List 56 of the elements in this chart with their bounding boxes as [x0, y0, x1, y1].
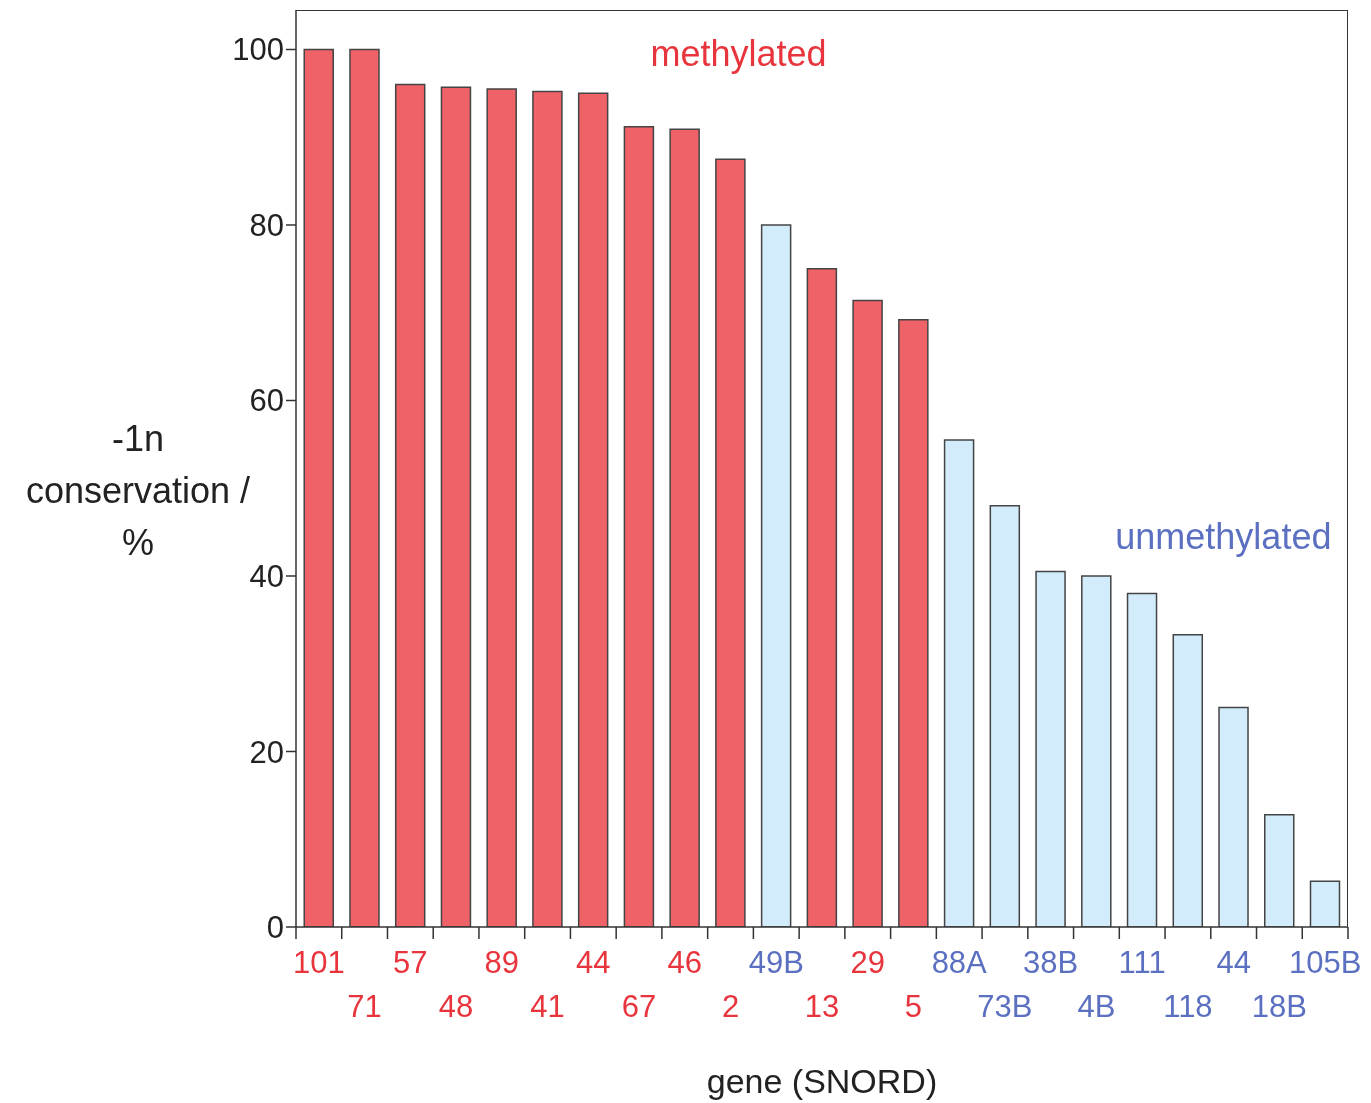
bar [669, 128, 700, 927]
y-tick-label: 100 [232, 32, 284, 68]
bar [440, 86, 472, 927]
x-tick-label: 49B [748, 945, 804, 980]
bar [898, 319, 929, 927]
x-tick-label: 29 [850, 945, 885, 980]
x-axis-title: gene (SNORD) [706, 1062, 938, 1100]
x-tick-label: 18B [1251, 989, 1307, 1024]
bar [943, 439, 975, 927]
bar [760, 224, 792, 927]
x-tick-label: 41 [530, 989, 565, 1024]
x-tick-label: 73B [977, 989, 1033, 1024]
bar [1081, 575, 1112, 927]
x-tick-label: 13 [804, 989, 840, 1024]
x-tick-label: 46 [667, 945, 703, 980]
x-tick-label: 88A [931, 945, 988, 980]
bar [1126, 592, 1158, 927]
bar [715, 158, 746, 927]
series-label: methylated [650, 33, 827, 76]
bar [1264, 813, 1295, 927]
x-tick-label: 89 [484, 945, 520, 980]
x-tick-label: 57 [393, 945, 428, 980]
x-tick-label: 2 [721, 989, 740, 1024]
bar [303, 48, 334, 927]
x-tick-label: 118 [1163, 989, 1213, 1024]
bar [532, 90, 563, 927]
bar [577, 92, 609, 927]
y-tick-label: 40 [249, 559, 284, 594]
bar [349, 48, 380, 927]
x-tick-label: 105B [1288, 945, 1362, 980]
y-tick-label: 20 [249, 734, 284, 770]
x-tick-label: 48 [438, 989, 474, 1024]
bar [394, 83, 426, 927]
bar [852, 299, 883, 927]
y-tick-label: 60 [249, 383, 284, 419]
y-tick-label: 0 [266, 910, 284, 946]
x-tick-label: 44 [576, 945, 611, 980]
x-tick-label: 101 [293, 945, 345, 980]
y-tick-label: 80 [249, 208, 284, 243]
bar [1309, 880, 1341, 927]
x-tick-label: 4B [1077, 989, 1116, 1024]
x-tick-label: 5 [904, 989, 923, 1024]
x-tick-label: 71 [347, 989, 382, 1024]
y-axis-title: -1n conservation / % [25, 418, 251, 563]
series-label: unmethylated [1115, 515, 1332, 558]
x-tick-label: 44 [1216, 945, 1251, 980]
bar [1218, 706, 1249, 927]
bar [1172, 634, 1204, 927]
bar [623, 125, 655, 927]
x-tick-label: 67 [621, 989, 657, 1024]
bar [806, 268, 838, 927]
bar [486, 88, 517, 927]
x-tick-label: 111 [1118, 945, 1166, 980]
x-tick-label: 38B [1023, 945, 1079, 980]
bar [989, 505, 1021, 927]
bar [1035, 570, 1066, 927]
